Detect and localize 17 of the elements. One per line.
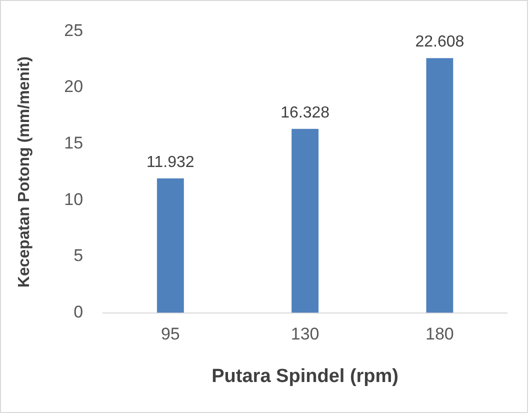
data-label: 16.328 — [280, 104, 330, 122]
y-tick-label: 15 — [64, 134, 84, 153]
x-tick-label: 95 — [160, 324, 180, 344]
bar — [426, 58, 454, 313]
y-tick-label: 0 — [74, 302, 84, 322]
x-tick-label: 180 — [425, 324, 454, 344]
y-tick-label: 20 — [64, 77, 84, 96]
data-label: 22.608 — [415, 34, 464, 51]
y-axis-title: Kecepatan Potong (mm/menit) — [16, 56, 34, 288]
bar — [156, 178, 184, 313]
data-label: 11.932 — [146, 154, 194, 171]
bar — [292, 128, 319, 313]
y-tick-label: 10 — [64, 190, 84, 209]
x-tick-label: 130 — [290, 324, 320, 344]
y-tick-label: 5 — [74, 246, 84, 266]
y-tick-label: 25 — [64, 20, 84, 40]
x-axis-title: Putara Spindel (rpm) — [212, 366, 398, 387]
